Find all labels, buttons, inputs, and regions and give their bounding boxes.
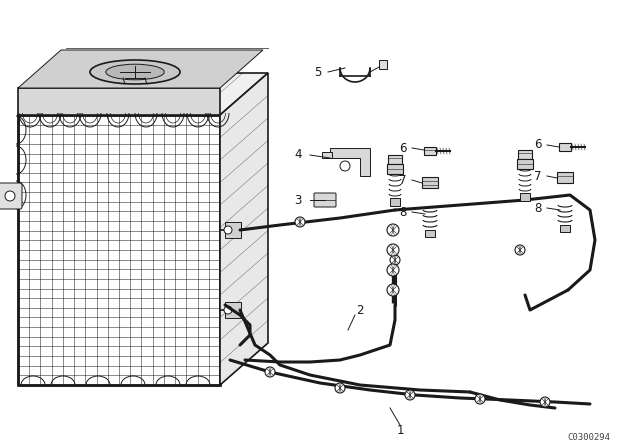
FancyBboxPatch shape xyxy=(314,193,336,207)
Bar xyxy=(560,225,570,232)
Bar xyxy=(225,302,241,318)
Bar xyxy=(520,193,530,201)
Text: C0300294: C0300294 xyxy=(567,434,610,443)
Text: 6: 6 xyxy=(399,142,407,155)
FancyBboxPatch shape xyxy=(0,183,22,209)
Circle shape xyxy=(475,394,485,404)
Text: 1: 1 xyxy=(396,423,404,436)
Circle shape xyxy=(387,224,399,236)
Circle shape xyxy=(335,383,345,393)
Text: 7: 7 xyxy=(534,169,541,182)
Bar xyxy=(424,147,436,155)
Text: 7: 7 xyxy=(399,173,407,186)
Circle shape xyxy=(224,226,232,234)
Circle shape xyxy=(387,244,399,256)
Polygon shape xyxy=(220,73,268,385)
Text: 3: 3 xyxy=(294,194,301,207)
Bar xyxy=(518,150,532,159)
Circle shape xyxy=(340,161,350,171)
Bar xyxy=(379,60,387,69)
Text: 5: 5 xyxy=(314,65,322,78)
Circle shape xyxy=(390,255,400,265)
Text: 4: 4 xyxy=(294,148,301,161)
Circle shape xyxy=(295,217,305,227)
Bar xyxy=(422,177,438,188)
Circle shape xyxy=(387,284,399,296)
Polygon shape xyxy=(330,148,370,176)
Text: 8: 8 xyxy=(399,206,406,219)
Polygon shape xyxy=(18,88,220,115)
Bar xyxy=(387,164,403,174)
Polygon shape xyxy=(18,73,268,115)
Bar xyxy=(388,155,402,164)
Bar xyxy=(322,152,332,158)
Bar xyxy=(425,230,435,237)
Polygon shape xyxy=(18,50,263,88)
Circle shape xyxy=(405,390,415,400)
Circle shape xyxy=(5,191,15,201)
Circle shape xyxy=(224,306,232,314)
Circle shape xyxy=(540,397,550,407)
Circle shape xyxy=(265,367,275,377)
Bar xyxy=(225,222,241,238)
Bar xyxy=(557,172,573,183)
Text: 6: 6 xyxy=(534,138,541,151)
Polygon shape xyxy=(18,115,220,385)
Bar xyxy=(517,159,533,169)
Bar xyxy=(390,198,400,206)
Ellipse shape xyxy=(106,64,164,80)
Text: 2: 2 xyxy=(356,303,364,316)
Bar xyxy=(559,143,571,151)
Ellipse shape xyxy=(90,60,180,84)
Text: 8: 8 xyxy=(534,202,541,215)
Circle shape xyxy=(515,245,525,255)
Circle shape xyxy=(387,264,399,276)
